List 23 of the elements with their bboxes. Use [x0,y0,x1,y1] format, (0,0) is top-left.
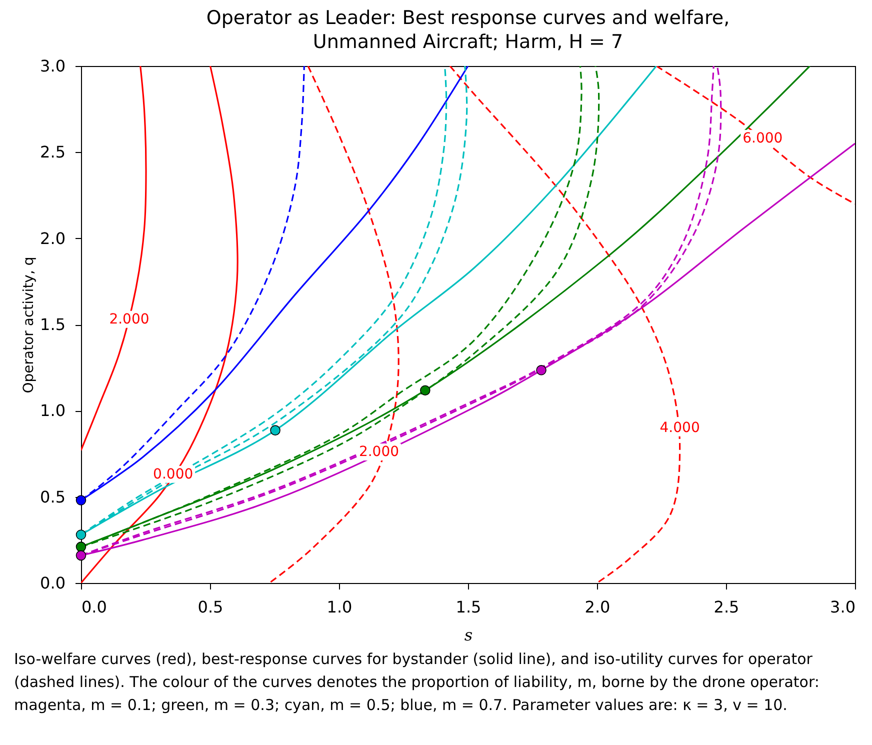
y-tick-label: 2.0 [40,228,66,248]
x-tick-label: 0.5 [198,598,224,616]
chart-title: Operator as Leader: Best response curves and welfare, Unmanned Aircraft; Harm, H = 7 [206,7,730,53]
annotation: 4.000 [660,420,700,436]
x-tick-label: 2.5 [714,598,740,616]
y-tick-label: 0.0 [40,574,66,592]
x-axis-title: s [464,626,473,644]
x-tick-label: 3.0 [830,598,856,616]
annotation: 0.000 [153,466,194,482]
x-tick-label: 2.0 [584,598,610,616]
y-tick-label: 3.0 [40,56,66,76]
annotation: 2.000 [109,311,150,328]
text: Iso-welfare curves (red), best-response curves for bystander (solid line), and iso-utility curves for operator (dashed lines). The colour of the curves denotes the proportion of liability, m, borne by the drone operator: magenta, m = 0.1; green, m = 0.3; cyan, m = 0.5; blue, m = 0.7. Parameter values are: κ = 3, v = 10. [14,649,820,716]
annotation: 2.000 [358,444,400,460]
y-tick-label: 1.0 [40,401,66,420]
x-tick-label: 1.5 [456,598,482,616]
annotation: 6.000 [742,130,783,146]
x-tick-label: 1.0 [326,598,352,616]
y-axis-title: Operator activity, q [21,256,38,394]
y-tick-label: 2.5 [40,142,66,162]
y-tick-label: 0.5 [40,487,66,506]
x-tick-label: 0.0 [82,598,107,616]
y-tick-label: 1.5 [40,315,66,334]
